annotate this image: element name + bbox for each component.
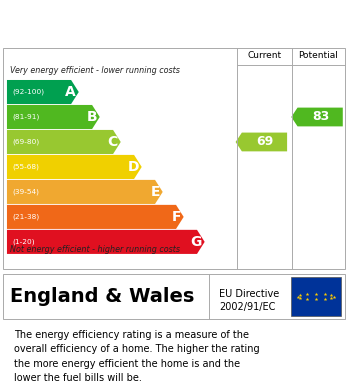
Text: G: G [190, 235, 202, 249]
FancyBboxPatch shape [291, 277, 341, 316]
Polygon shape [7, 180, 163, 204]
Polygon shape [7, 80, 79, 104]
Text: D: D [127, 160, 139, 174]
Text: Very energy efficient - lower running costs: Very energy efficient - lower running co… [10, 66, 180, 75]
Polygon shape [7, 105, 100, 129]
Text: (21-38): (21-38) [12, 213, 39, 220]
Text: EU Directive: EU Directive [219, 289, 279, 299]
Text: Potential: Potential [299, 51, 338, 60]
Text: C: C [108, 135, 118, 149]
Text: (81-91): (81-91) [12, 114, 40, 120]
Polygon shape [291, 108, 343, 126]
Text: Not energy efficient - higher running costs: Not energy efficient - higher running co… [10, 245, 181, 254]
Polygon shape [7, 155, 142, 179]
Text: (92-100): (92-100) [12, 89, 44, 95]
Text: B: B [86, 110, 97, 124]
Text: A: A [65, 85, 76, 99]
Polygon shape [7, 205, 184, 229]
Text: F: F [172, 210, 181, 224]
Text: Energy Efficiency Rating: Energy Efficiency Rating [10, 16, 232, 30]
Text: The energy efficiency rating is a measure of the
overall efficiency of a home. T: The energy efficiency rating is a measur… [14, 330, 260, 383]
Text: (69-80): (69-80) [12, 139, 39, 145]
Text: 2002/91/EC: 2002/91/EC [219, 301, 276, 312]
Text: 69: 69 [256, 135, 274, 149]
Text: (1-20): (1-20) [12, 239, 35, 245]
Polygon shape [7, 130, 121, 154]
Text: 83: 83 [312, 111, 329, 124]
Text: Current: Current [247, 51, 282, 60]
Text: (55-68): (55-68) [12, 164, 39, 170]
Text: England & Wales: England & Wales [10, 287, 195, 306]
Text: (39-54): (39-54) [12, 189, 39, 195]
Polygon shape [236, 133, 287, 151]
Text: E: E [150, 185, 160, 199]
Polygon shape [7, 230, 205, 254]
